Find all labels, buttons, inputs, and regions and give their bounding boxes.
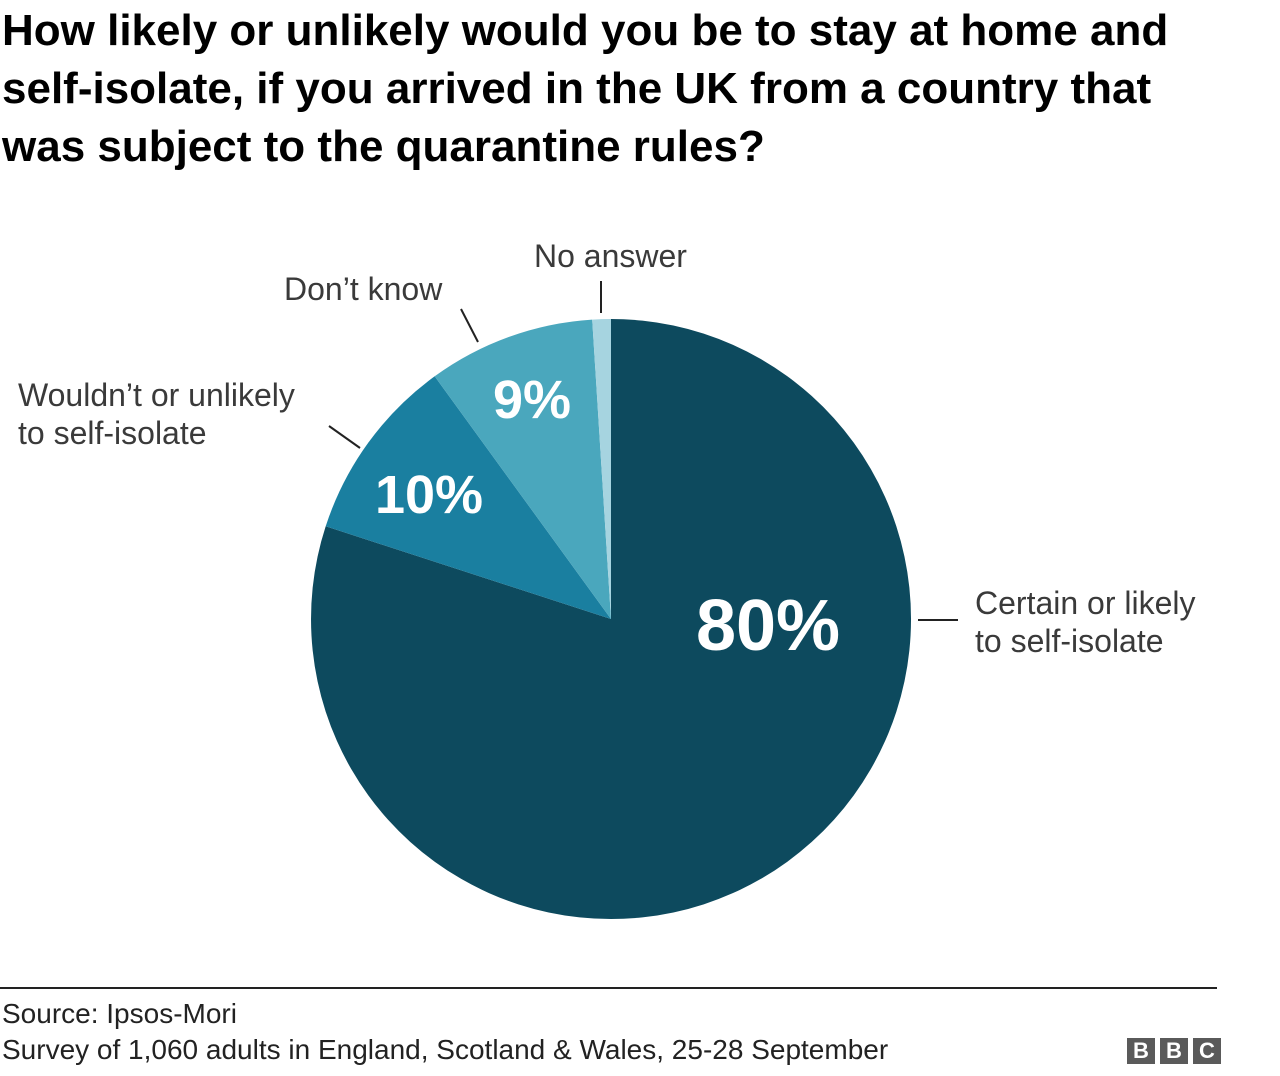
slice-no-answer xyxy=(592,319,611,619)
bbc-logo-letter: B xyxy=(1127,1038,1155,1064)
label-certain-line2: to self-isolate xyxy=(975,623,1164,659)
label-wouldnt-line2: to self-isolate xyxy=(18,415,207,451)
survey-note: Survey of 1,060 adults in England, Scotl… xyxy=(2,1034,889,1065)
bbc-logo-letter: B xyxy=(1160,1038,1188,1064)
slice-certain xyxy=(311,318,912,919)
footer-source: Source: Ipsos-Mori Survey of 1,060 adult… xyxy=(2,996,888,1068)
leader-line-dont-know xyxy=(460,308,479,343)
footer-divider xyxy=(0,987,1217,989)
label-no-answer: No answer xyxy=(534,238,687,274)
slice-wouldnt xyxy=(325,376,611,619)
pct-80-label: 80% xyxy=(696,586,840,666)
label-wouldnt-line1: Wouldn’t or unlikely xyxy=(18,377,295,413)
source-text: Source: Ipsos-Mori xyxy=(2,998,237,1029)
pct-10-label: 10% xyxy=(375,465,483,525)
chart-title: How likely or unlikely would you be to s… xyxy=(2,6,1169,171)
leader-line-wouldnt xyxy=(328,425,361,449)
bbc-logo-letter: C xyxy=(1193,1038,1221,1064)
label-dont-know: Don’t know xyxy=(284,271,443,307)
label-certain-line1: Certain or likely xyxy=(975,585,1196,621)
bbc-logo: B B C xyxy=(1127,1038,1221,1064)
pct-9-label: 9% xyxy=(493,370,571,430)
slice-dont-know xyxy=(434,319,611,619)
